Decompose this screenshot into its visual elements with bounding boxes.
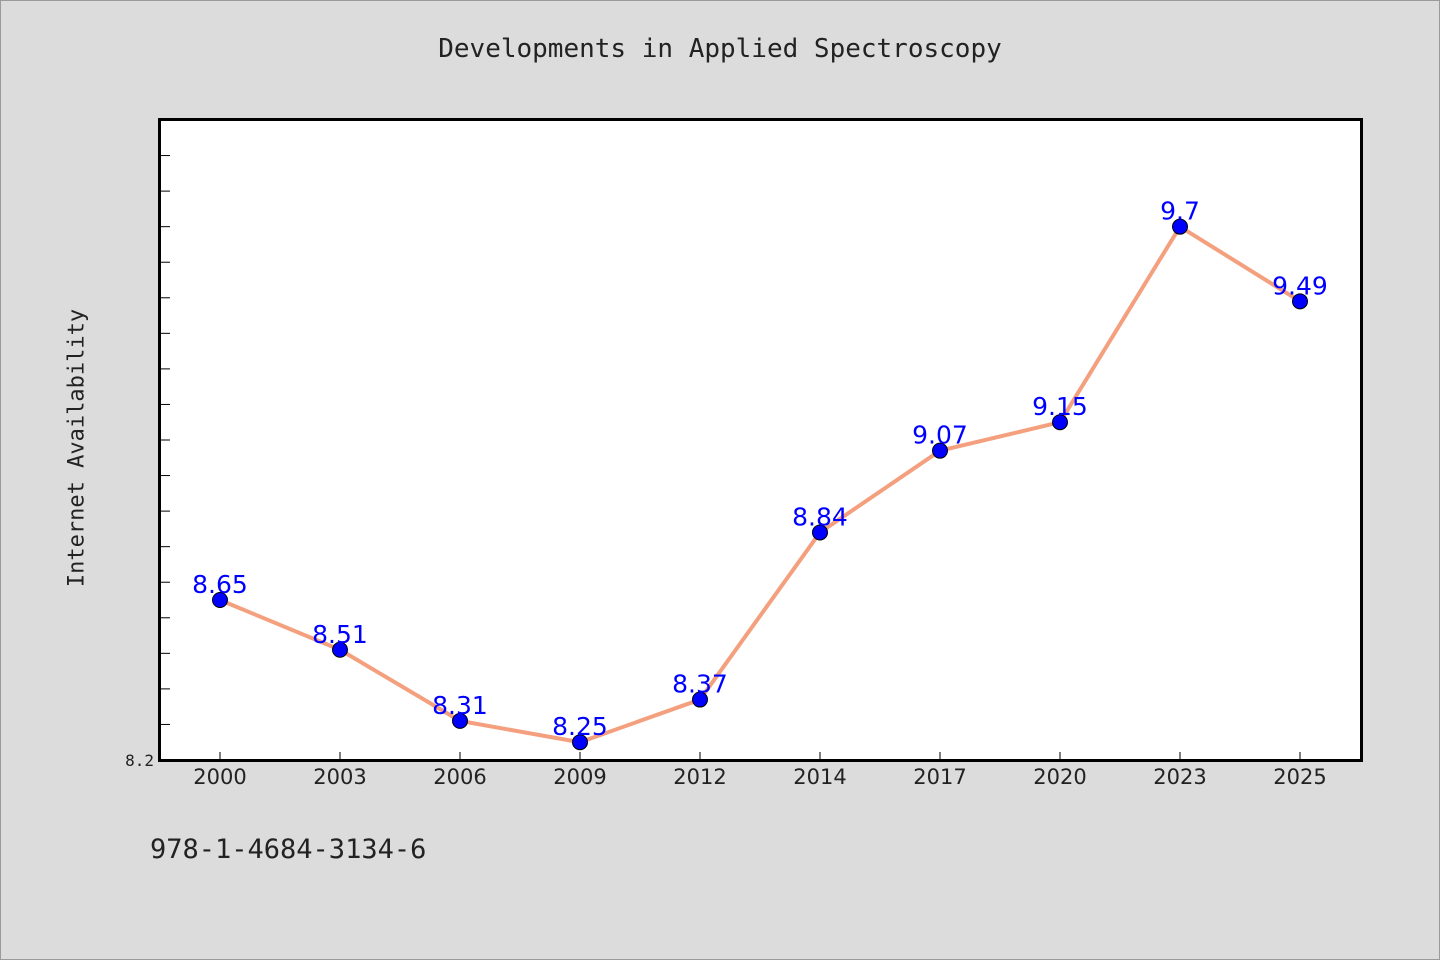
x-axis-ticks: 2000 2003 2006 2009 2012 2014 2017 2020 2023 2025 (193, 752, 1327, 789)
y-axis-ticks: 8.2 (125, 155, 170, 770)
x-tick-label: 2009 (553, 765, 606, 789)
data-label: 8.65 (192, 570, 248, 599)
data-labels-layer: 8.65 8.51 8.31 8.25 8.37 8.84 9.07 9.15 9.7 9.49 (192, 197, 1328, 742)
data-point (692, 691, 708, 708)
data-label: 9.15 (1032, 392, 1088, 421)
markers-layer (212, 218, 1308, 751)
x-tick-label: 2006 (433, 765, 486, 789)
x-tick-label: 2012 (673, 765, 726, 789)
data-point (332, 641, 348, 658)
x-tick-label: 2003 (313, 765, 366, 789)
data-label: 8.84 (792, 502, 848, 531)
y-tick-label: 8.2 (125, 751, 154, 770)
data-label: 8.25 (552, 712, 608, 741)
x-tick-label: 2025 (1273, 765, 1326, 789)
isbn-text: 978-1-4684-3134-6 (150, 834, 427, 865)
data-point (572, 734, 588, 751)
data-point (1292, 293, 1308, 310)
x-tick-label: 2017 (913, 765, 966, 789)
data-label: 8.51 (312, 620, 368, 649)
x-tick-label: 2023 (1153, 765, 1206, 789)
chart-title: Developments in Applied Spectroscopy (438, 34, 1002, 64)
data-point (212, 592, 228, 608)
data-point (812, 524, 828, 541)
series-line (218, 224, 1302, 745)
data-label: 9.07 (912, 421, 968, 450)
series-layer (218, 224, 1302, 745)
data-label: 8.37 (672, 670, 728, 699)
data-point (452, 712, 468, 729)
x-tick-label: 2000 (193, 765, 246, 789)
data-point (1172, 218, 1188, 235)
plot-area (158, 118, 1363, 762)
x-tick-label: 2020 (1033, 765, 1086, 789)
data-label: 9.7 (1160, 197, 1200, 226)
x-tick-label: 2014 (793, 765, 846, 789)
data-point (932, 442, 948, 459)
data-label: 9.49 (1272, 271, 1328, 300)
data-point (1052, 414, 1068, 431)
data-label: 8.31 (432, 691, 488, 720)
